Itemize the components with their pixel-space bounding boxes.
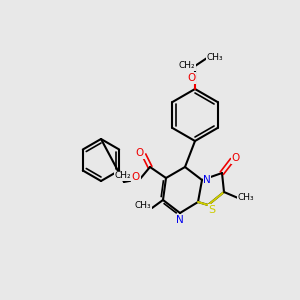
- Text: CH₃: CH₃: [135, 202, 151, 211]
- Text: N: N: [176, 215, 184, 225]
- Text: CH₂: CH₂: [179, 61, 195, 70]
- Text: O: O: [232, 153, 240, 163]
- Text: N: N: [203, 175, 211, 185]
- Text: CH₂: CH₂: [115, 172, 131, 181]
- Text: CH₃: CH₃: [207, 53, 223, 62]
- Text: O: O: [187, 73, 195, 83]
- Text: CH₃: CH₃: [238, 194, 254, 202]
- Text: O: O: [136, 148, 144, 158]
- Text: O: O: [132, 172, 140, 182]
- Text: S: S: [208, 205, 216, 215]
